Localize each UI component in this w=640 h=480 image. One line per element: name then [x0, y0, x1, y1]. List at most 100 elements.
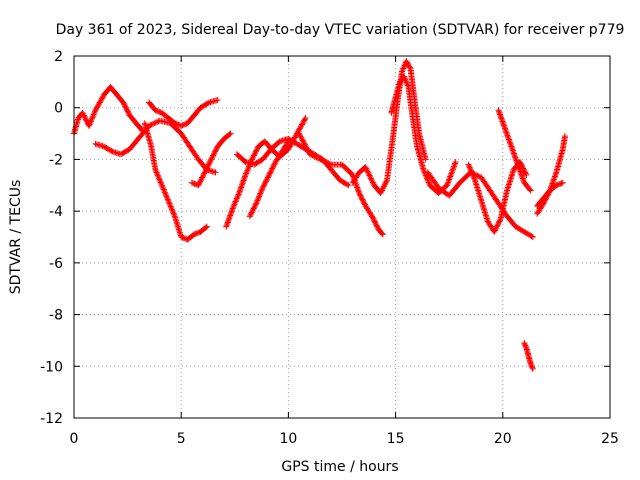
- data-point-marker: [124, 107, 131, 114]
- data-point-marker: [522, 170, 529, 177]
- data-point-marker: [90, 112, 97, 119]
- series-track-q: [521, 340, 536, 372]
- data-point-marker: [124, 108, 131, 115]
- data-point-marker: [270, 162, 277, 169]
- data-point-marker: [167, 203, 174, 210]
- data-point-marker: [448, 169, 455, 176]
- data-point-marker: [162, 190, 169, 197]
- data-point-marker: [200, 171, 207, 178]
- data-point-marker: [301, 117, 308, 124]
- data-point-marker: [358, 195, 365, 202]
- data-point-marker: [246, 213, 253, 220]
- data-point-marker: [296, 125, 303, 132]
- data-point-marker: [89, 114, 96, 121]
- data-point-marker: [365, 171, 372, 178]
- data-point-marker: [367, 173, 374, 180]
- data-point-marker: [99, 94, 106, 101]
- data-point-marker: [285, 138, 292, 145]
- data-point-marker: [368, 212, 375, 219]
- data-point-marker: [247, 212, 254, 219]
- data-point-marker: [165, 199, 172, 206]
- data-point-marker: [465, 161, 472, 168]
- data-point-marker: [469, 170, 476, 177]
- data-point-marker: [233, 195, 240, 202]
- data-point-marker: [558, 180, 565, 187]
- y-tick-label: -2: [49, 152, 63, 168]
- data-point-marker: [491, 228, 498, 235]
- data-point-marker: [154, 172, 161, 179]
- data-point-marker: [80, 111, 87, 118]
- data-point-marker: [81, 113, 88, 120]
- data-point-marker: [553, 182, 560, 189]
- data-point-marker: [94, 103, 101, 110]
- series-track-m: [465, 159, 530, 235]
- data-point-marker: [561, 133, 568, 140]
- data-point-marker: [554, 181, 561, 188]
- data-point-marker: [155, 108, 162, 115]
- data-point-marker: [243, 169, 250, 176]
- y-tick-label: -6: [49, 256, 63, 272]
- data-point-marker: [298, 136, 305, 143]
- data-point-marker: [378, 187, 385, 194]
- data-point-marker: [425, 178, 432, 185]
- data-point-marker: [421, 168, 428, 175]
- data-point-marker: [300, 138, 307, 145]
- data-point-marker: [212, 169, 219, 176]
- data-point-marker: [87, 118, 94, 125]
- data-point-marker: [359, 196, 366, 203]
- data-point-marker: [382, 180, 389, 187]
- data-point-marker: [475, 173, 482, 180]
- data-point-marker: [255, 194, 262, 201]
- data-point-marker: [157, 178, 164, 185]
- data-point-marker: [298, 121, 305, 128]
- data-point-marker: [198, 175, 205, 182]
- data-point-marker: [152, 119, 159, 126]
- data-point-marker: [467, 165, 474, 172]
- data-point-marker: [211, 149, 218, 156]
- data-point-marker: [491, 227, 498, 234]
- data-point-marker: [444, 182, 451, 189]
- data-point-marker: [254, 146, 261, 153]
- data-point-marker: [406, 64, 413, 71]
- data-point-marker: [405, 62, 412, 69]
- data-point-marker: [206, 159, 213, 166]
- data-point-marker: [165, 197, 172, 204]
- data-point-marker: [303, 144, 310, 151]
- data-point-marker: [521, 341, 528, 348]
- data-point-marker: [372, 219, 379, 226]
- data-point-marker: [529, 365, 536, 372]
- data-point-marker: [466, 163, 473, 170]
- data-point-marker: [313, 154, 320, 161]
- data-point-marker: [269, 165, 276, 172]
- data-point-marker: [378, 188, 385, 195]
- data-point-marker: [399, 68, 406, 75]
- data-point-marker: [363, 166, 370, 173]
- y-axis-label: SDTVAR / TECUs: [8, 180, 24, 295]
- data-point-marker: [271, 161, 278, 168]
- data-point-marker: [125, 109, 132, 116]
- axis-ticks: 0 5 10 15 20 25 -12 -10 -8 -6 -4 -2 0 2: [40, 49, 619, 447]
- data-point-marker: [522, 342, 529, 349]
- data-point-marker: [96, 100, 103, 107]
- data-point-marker: [167, 202, 174, 209]
- data-point-marker: [157, 179, 164, 186]
- data-point-marker: [82, 116, 89, 123]
- data-point-marker: [123, 106, 130, 113]
- data-point-marker: [308, 151, 315, 158]
- data-point-marker: [522, 169, 529, 176]
- data-point-marker: [316, 155, 323, 162]
- data-point-marker: [370, 215, 377, 222]
- data-point-marker: [344, 181, 351, 188]
- data-point-marker: [529, 364, 536, 371]
- data-point-marker: [297, 133, 304, 140]
- y-tick-label: 0: [54, 101, 63, 117]
- data-point-marker: [361, 201, 368, 208]
- data-point-marker: [120, 100, 127, 107]
- data-point-marker: [171, 211, 178, 218]
- data-point-marker: [206, 160, 213, 167]
- data-point-marker: [264, 174, 271, 181]
- data-point-marker: [468, 168, 475, 175]
- data-point-marker: [372, 221, 379, 228]
- data-point-marker: [309, 152, 316, 159]
- data-point-marker: [87, 119, 94, 126]
